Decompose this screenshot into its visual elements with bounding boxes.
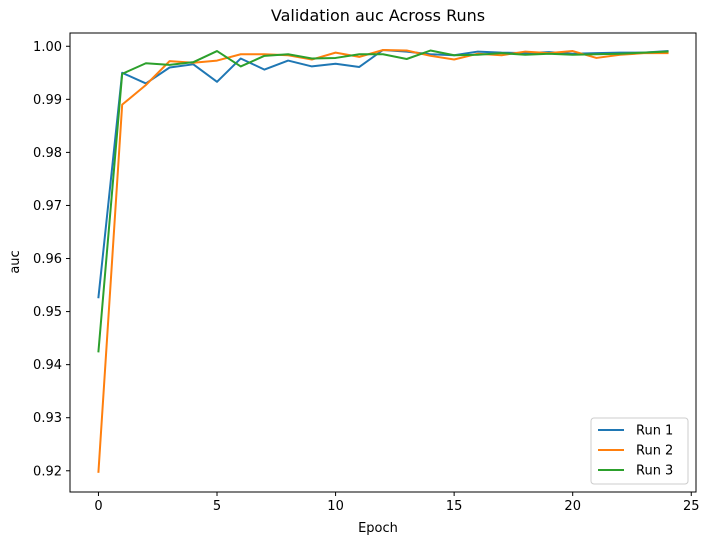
x-axis-label: Epoch xyxy=(358,521,398,536)
y-tick-label: 0.92 xyxy=(33,464,62,479)
x-axis: 0 5 10 15 20 25 xyxy=(94,492,700,514)
series-line-run-3 xyxy=(97,49,669,353)
legend-label: Run 2 xyxy=(636,444,673,459)
x-tick-label: 5 xyxy=(213,499,221,514)
y-tick-label: 1.00 xyxy=(33,40,62,55)
legend-label: Run 1 xyxy=(636,424,673,439)
x-tick-label: 20 xyxy=(564,499,581,514)
y-tick-label: 0.96 xyxy=(33,252,62,267)
y-axis: 0.92 0.93 0.94 0.95 0.96 0.97 0.98 0.99 1.00 xyxy=(33,40,70,479)
y-tick-label: 0.99 xyxy=(33,93,62,108)
y-tick-label: 0.94 xyxy=(33,358,62,373)
y-tick-label: 0.95 xyxy=(33,305,62,320)
series-line-run-1 xyxy=(97,48,669,299)
plot-lines xyxy=(97,48,669,473)
y-tick-label: 0.98 xyxy=(33,146,62,161)
x-tick-label: 0 xyxy=(94,499,102,514)
y-axis-label: auc xyxy=(8,250,23,273)
legend-label: Run 3 xyxy=(636,464,673,479)
chart-title: Validation auc Across Runs xyxy=(271,6,485,25)
x-tick-label: 10 xyxy=(327,499,344,514)
x-tick-label: 15 xyxy=(446,499,463,514)
series-line-run-2 xyxy=(97,48,669,473)
legend-box xyxy=(590,417,689,485)
y-tick-label: 0.93 xyxy=(33,411,62,426)
x-tick-label: 25 xyxy=(683,499,700,514)
y-tick-label: 0.97 xyxy=(33,199,62,214)
plot-frame xyxy=(69,32,697,493)
legend: Run 1 Run 2 Run 3 xyxy=(590,417,689,485)
